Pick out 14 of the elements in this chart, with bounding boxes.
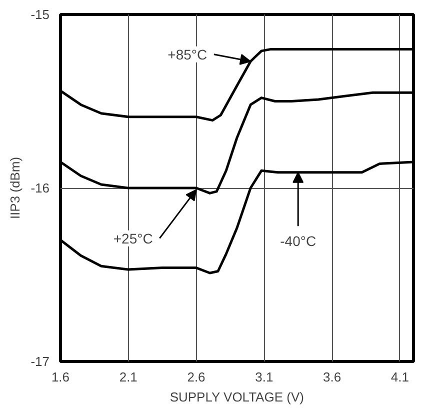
annotation: -40°C (280, 233, 316, 250)
annotation: +85°C (168, 46, 208, 62)
y-tick-label: -16 (30, 180, 50, 196)
y-tick-label: -15 (30, 7, 50, 22)
x-tick-label: 2.6 (187, 370, 206, 384)
x-tick-label: 1.6 (51, 370, 70, 384)
x-tick-label: 3.6 (323, 370, 342, 384)
y-tick-label: -17 (30, 354, 50, 369)
x-tick-label: 2.1 (119, 370, 138, 384)
x-tick-label: 3.1 (255, 370, 274, 384)
x-axis-title: SUPPLY VOLTAGE (V) (170, 390, 304, 404)
x-tick-label: 4.1 (390, 370, 409, 384)
y-axis-title: IIP3 (dBm) (8, 156, 23, 220)
annotation: +25°C (113, 230, 153, 246)
